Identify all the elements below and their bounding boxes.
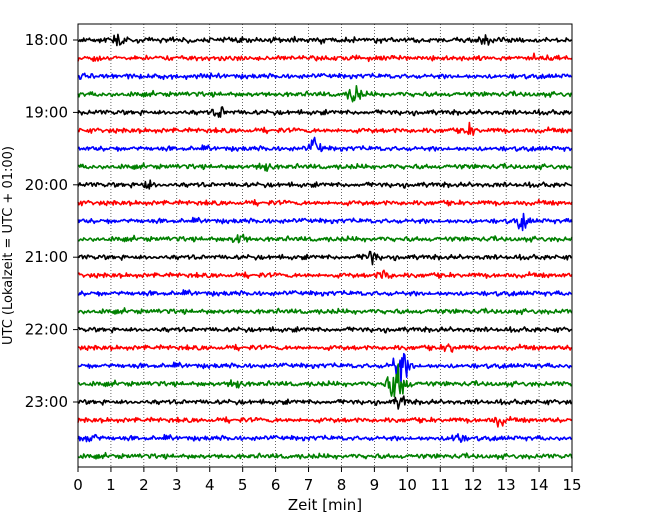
trace-2100: [77, 250, 573, 266]
seismic-traces: [77, 33, 573, 460]
trace-2030: [77, 212, 573, 232]
y-tick-label: 20:00: [25, 176, 68, 194]
y-axis-label: UTC (Lokalzeit = UTC + 01:00): [1, 146, 16, 345]
x-tick-label: 3: [172, 476, 182, 494]
trace-1800: [78, 33, 573, 47]
y-tick-label: 18:00: [25, 31, 68, 49]
trace-1830: [77, 72, 573, 81]
x-tick-label: 14: [530, 476, 549, 494]
trace-2300: [77, 395, 573, 410]
trace-2315: [77, 415, 573, 428]
trace-1915: [77, 121, 573, 137]
trace-2000: [77, 179, 573, 190]
x-tick-label: 9: [370, 476, 380, 494]
trace-2200: [78, 326, 573, 334]
x-tick-label: 12: [464, 476, 483, 494]
y-tick-label: 21:00: [25, 248, 68, 266]
x-tick-label: 15: [562, 476, 581, 494]
grid-lines: [110, 24, 540, 467]
x-axis-label: Zeit [min]: [288, 496, 362, 514]
trace-2045: [77, 233, 573, 244]
x-tick-label: 1: [106, 476, 116, 494]
trace-1845: [77, 85, 573, 103]
x-tick-label: 13: [497, 476, 516, 494]
trace-2345: [77, 451, 573, 460]
x-tick-label: 7: [304, 476, 314, 494]
trace-2245: [77, 363, 573, 398]
trace-1815: [77, 52, 573, 63]
x-tick-label: 8: [337, 476, 347, 494]
x-tick-label: 5: [238, 476, 248, 494]
x-tick-label: 10: [398, 476, 417, 494]
y-axis-ticks: 18:00 19:00 20:00 21:00 22:00 23:00: [25, 31, 78, 411]
trace-2130: [77, 289, 573, 297]
trace-1900: [77, 106, 573, 118]
trace-1945: [77, 162, 573, 172]
x-tick-label: 0: [73, 476, 83, 494]
trace-1930: [77, 136, 573, 153]
plot-frame: [77, 23, 573, 468]
trace-2145: [77, 307, 573, 316]
trace-2115: [77, 269, 573, 279]
trace-2230: [77, 352, 573, 384]
y-tick-label: 23:00: [25, 393, 68, 411]
y-tick-label: 19:00: [25, 103, 68, 121]
y-tick-label: 22:00: [25, 321, 68, 339]
trace-2330: [77, 433, 573, 443]
trace-2215: [77, 343, 573, 353]
x-tick-label: 2: [139, 476, 149, 494]
x-tick-label: 6: [271, 476, 281, 494]
x-tick-label: 11: [431, 476, 450, 494]
trace-2015: [77, 198, 573, 207]
x-axis-ticks: 0 1 2 3 4 5 6 7 8 9 10 11 12 13 14 15: [73, 467, 582, 494]
x-tick-label: 4: [205, 476, 215, 494]
